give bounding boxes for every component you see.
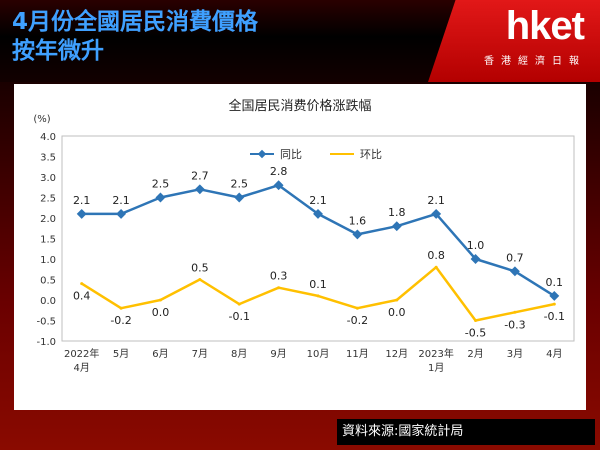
y-tick-label: -1.0 — [36, 337, 56, 348]
data-point-mom — [198, 278, 202, 281]
data-label-yoy: 0.7 — [506, 251, 524, 264]
data-point-mom — [119, 306, 123, 310]
data-point-mom — [316, 294, 320, 298]
data-label-mom: 0.0 — [388, 306, 406, 319]
data-point-yoy — [391, 221, 402, 232]
data-point-mom — [80, 282, 84, 286]
cpi-line-chart: 全国居民消费价格涨跌幅 (%) 4.0 3.5 3.0 2.5 2.0 1.5 1.0 0.5 0.… — [33, 98, 575, 374]
data-label-mom: -0.5 — [465, 327, 486, 340]
x-tick-label: 10月 — [307, 348, 330, 360]
data-point-yoy — [234, 192, 245, 203]
x-tick-label: 11月 — [346, 348, 369, 360]
hket-logo: hket — [505, 4, 585, 48]
y-tick-label: -0.5 — [36, 317, 56, 328]
x-tick-label: 2022年 — [64, 347, 99, 360]
data-label-mom: 0.5 — [191, 262, 209, 275]
x-tick-label: 2023年 — [418, 347, 453, 360]
x-tick-label: 7月 — [192, 348, 208, 360]
y-tick-label: 0.5 — [40, 276, 56, 287]
data-label-yoy: 1.6 — [349, 214, 367, 227]
y-axis-unit-label: (%) — [33, 114, 50, 125]
data-point-mom — [434, 265, 438, 269]
source-note: 資料來源:國家統計局 — [337, 419, 595, 445]
data-point-yoy — [549, 290, 560, 301]
data-point-yoy — [273, 180, 284, 191]
data-label-yoy: 2.5 — [152, 178, 170, 191]
data-label-yoy: 2.1 — [427, 194, 445, 207]
data-point-mom — [513, 310, 517, 314]
data-label-yoy: 2.7 — [191, 169, 209, 182]
data-point-yoy — [155, 192, 166, 203]
x-tick-label: 1月 — [428, 362, 444, 374]
data-label-mom: 0.3 — [270, 270, 288, 283]
data-label-mom: 0.4 — [73, 290, 91, 303]
data-label-mom: 0.0 — [152, 306, 170, 319]
data-point-yoy — [352, 229, 363, 240]
headline-line-1: 4月份全國居民消費價格 — [12, 9, 259, 35]
x-tick-label: 4月 — [74, 362, 90, 374]
data-point-mom — [277, 286, 281, 290]
y-tick-label: 3.0 — [40, 173, 56, 184]
data-label-yoy: 2.5 — [230, 178, 248, 191]
chart-panel: 全国居民消费价格涨跌幅 (%) 4.0 3.5 3.0 2.5 2.0 1.5 1.0 0.5 0.… — [14, 84, 586, 410]
data-point-mom — [474, 319, 478, 322]
data-label-mom: -0.2 — [347, 314, 368, 327]
data-point-mom — [355, 306, 359, 310]
data-label-mom: 0.1 — [309, 278, 327, 291]
x-tick-label: 4月 — [546, 348, 562, 360]
legend-label: 环比 — [360, 148, 382, 161]
data-label-mom: -0.1 — [544, 310, 565, 323]
data-label-yoy: 1.8 — [388, 206, 406, 219]
data-label-yoy: 2.1 — [112, 194, 130, 207]
data-point-mom — [237, 302, 241, 306]
legend-label: 同比 — [280, 148, 302, 161]
x-tick-label: 5月 — [113, 348, 129, 360]
data-label-yoy: 2.1 — [73, 194, 91, 207]
data-point-mom — [158, 298, 162, 302]
data-point-mom — [552, 302, 556, 306]
data-point-yoy — [509, 266, 520, 277]
y-tick-label: 2.0 — [40, 214, 56, 225]
data-label-mom: -0.3 — [504, 318, 525, 331]
data-label-mom: -0.2 — [110, 314, 131, 327]
data-point-yoy — [194, 184, 205, 195]
y-tick-label: 1.5 — [40, 235, 56, 246]
data-label-yoy: 0.1 — [546, 276, 564, 289]
y-tick-label: 1.0 — [40, 255, 56, 266]
y-tick-label: 3.5 — [40, 153, 56, 164]
data-label-yoy: 2.1 — [309, 194, 327, 207]
x-tick-label: 6月 — [152, 348, 168, 360]
data-point-yoy — [76, 208, 87, 219]
data-point-yoy — [116, 208, 127, 219]
data-label-yoy: 1.0 — [467, 239, 485, 252]
data-label-mom: 0.8 — [427, 249, 445, 262]
chart-title: 全国居民消费价格涨跌幅 — [228, 98, 371, 114]
x-tick-label: 9月 — [270, 348, 286, 360]
data-point-mom — [395, 298, 399, 302]
x-tick-label: 12月 — [385, 348, 408, 360]
header-banner: 4月份全國居民消費價格 按年微升 hket 香港經濟日報 — [0, 0, 600, 82]
hket-logo-subtitle: 香港經濟日報 — [484, 56, 586, 67]
data-label-mom: -0.1 — [228, 310, 249, 323]
x-tick-label: 3月 — [507, 348, 523, 360]
plot-area-border — [61, 135, 575, 342]
headline-line-2: 按年微升 — [12, 38, 104, 64]
brand-block: hket 香港經濟日報 — [428, 0, 600, 82]
y-tick-label: 4.0 — [40, 132, 56, 143]
y-tick-label: 0.0 — [40, 296, 56, 307]
x-tick-label: 2月 — [467, 348, 483, 360]
x-tick-label: 8月 — [231, 348, 247, 360]
legend-marker — [257, 149, 267, 159]
headline: 4月份全國居民消費價格 按年微升 — [12, 8, 258, 66]
data-label-yoy: 2.8 — [270, 165, 288, 178]
y-tick-label: 2.5 — [40, 194, 56, 205]
